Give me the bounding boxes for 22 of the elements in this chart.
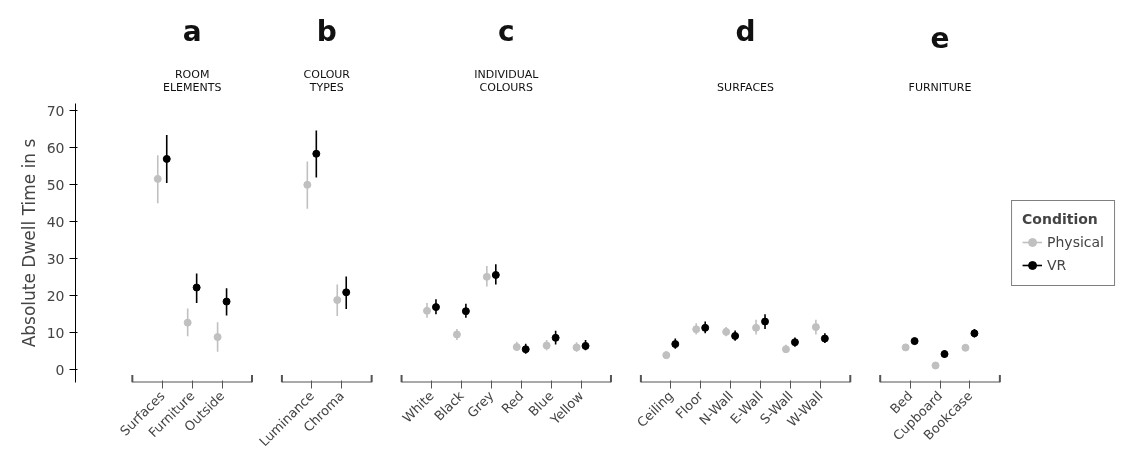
y-tick-label: 60 [46, 139, 65, 156]
text: a [182, 15, 202, 48]
legend-label: VR [1047, 256, 1068, 273]
y-tick-label: 0 [55, 361, 65, 378]
y-tick-label: 10 [46, 324, 65, 341]
text: d [735, 15, 756, 48]
text: FURNITURE [908, 80, 972, 94]
text: c [497, 15, 515, 48]
y-axis-title: Absolute Dwell Time in s [18, 138, 39, 348]
y-tick-label: 40 [46, 213, 65, 230]
y-tick-label: 30 [46, 250, 65, 267]
text: COLOUR TYPES [303, 68, 351, 94]
y-tick-label: 20 [46, 287, 65, 304]
text: ROOM ELEMENTS [162, 68, 222, 94]
text: b [316, 15, 337, 48]
legend-label: Physical [1047, 233, 1104, 250]
text: e [930, 22, 950, 55]
legend-title: Condition [1022, 210, 1099, 227]
text: SURFACES [717, 80, 775, 94]
y-tick-label: 70 [46, 102, 65, 119]
y-tick-label: 50 [46, 176, 65, 193]
text: INDIVIDUAL COLOURS [474, 68, 540, 94]
